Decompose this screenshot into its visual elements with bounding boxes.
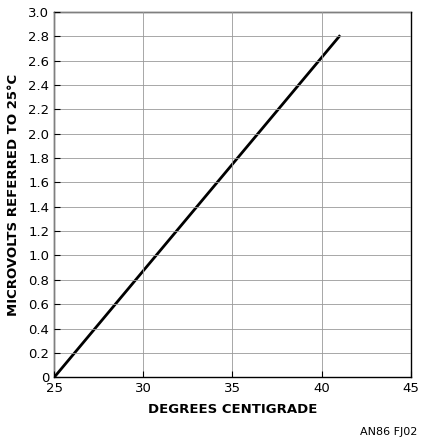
- Text: AN86 FJ02: AN86 FJ02: [360, 426, 417, 437]
- X-axis label: DEGREES CENTIGRADE: DEGREES CENTIGRADE: [148, 404, 317, 416]
- Y-axis label: MICROVOLTS REFERRED TO 25°C: MICROVOLTS REFERRED TO 25°C: [7, 74, 20, 316]
